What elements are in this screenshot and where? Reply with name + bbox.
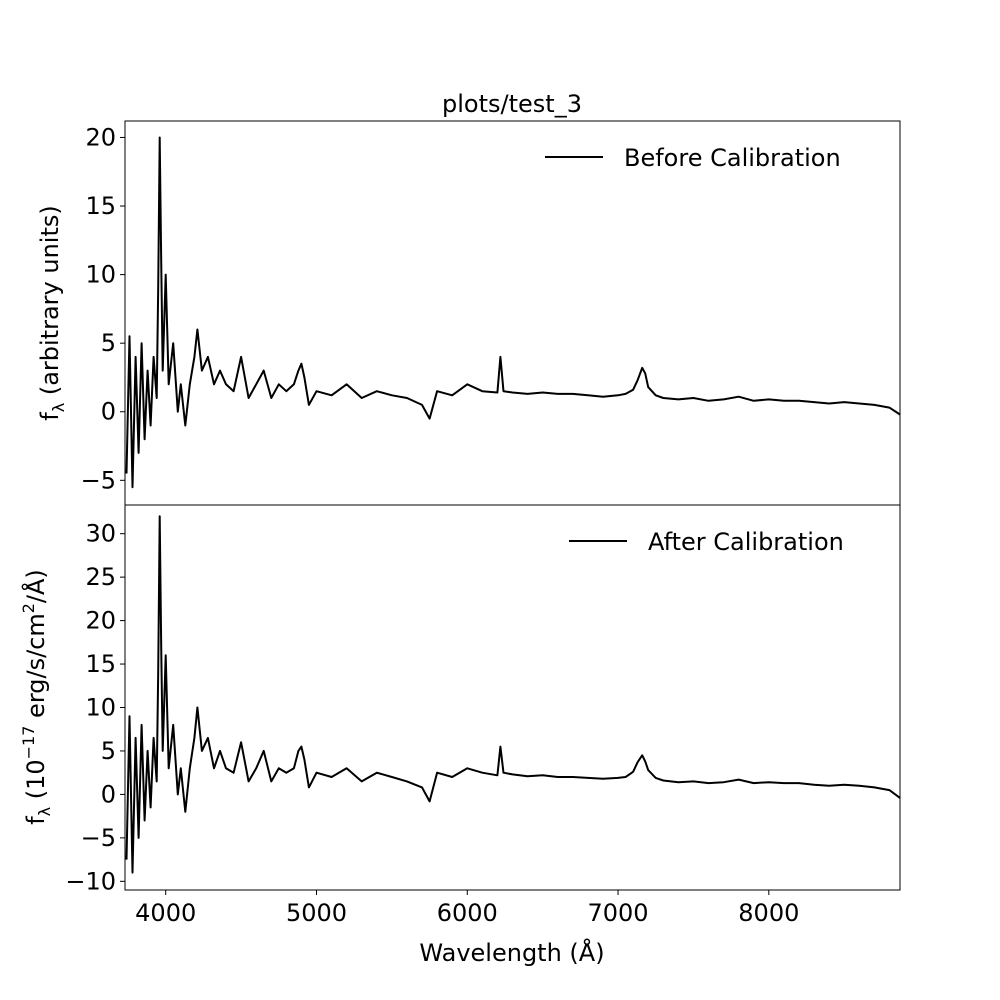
bottom-x-tick-label: 7000 — [588, 899, 649, 927]
bottom-y-tick-label: 20 — [85, 607, 116, 635]
bottom-y-tick-label: 0 — [101, 780, 116, 808]
top-series-layer — [125, 136, 901, 489]
top-y-ticks: −5 0 5 10 15 20 — [81, 123, 125, 494]
top-y-tick-label: 0 — [101, 398, 116, 426]
bottom-series-line-0 — [125, 515, 901, 874]
bottom-y-tick-label: 30 — [85, 520, 116, 548]
bottom-legend: After Calibration — [569, 528, 844, 556]
bottom-y-axis-label: fλ (10−17 erg/s/cm2/Å) — [19, 569, 54, 825]
bottom-y-tick-label: 10 — [85, 693, 116, 721]
bottom-y-tick-label: 5 — [101, 737, 116, 765]
top-y-axis-label: fλ (arbitrary units) — [36, 205, 68, 420]
top-y-tick-label: 10 — [85, 261, 116, 289]
bottom-x-tick-label: 8000 — [738, 899, 799, 927]
figure-title: plots/test_3 — [442, 90, 582, 118]
bottom-plot-frame — [124, 504, 901, 891]
bottom-series-layer — [125, 515, 901, 874]
x-axis-label: Wavelength (Å) — [419, 938, 604, 967]
bottom-x-tick-label: 6000 — [437, 899, 498, 927]
top-y-tick-label: 20 — [85, 123, 116, 151]
top-plot-frame — [124, 120, 901, 506]
top-series-line-0 — [125, 136, 901, 489]
bottom-y-ticks: −10 −5 0 5 10 15 20 25 30 — [65, 520, 125, 895]
bottom-y-tick-label: −10 — [65, 867, 116, 895]
panel-after-calibration: −10 −5 0 5 10 15 20 25 30 4000 5000 6000 7000 8000 f… — [19, 504, 901, 927]
bottom-x-ticks: 4000 5000 6000 7000 8000 — [135, 890, 799, 927]
top-y-tick-label: 15 — [85, 192, 116, 220]
top-legend: Before Calibration — [545, 144, 841, 172]
bottom-legend-label: After Calibration — [648, 528, 844, 556]
top-y-tick-label: −5 — [81, 466, 116, 494]
top-legend-label: Before Calibration — [624, 144, 841, 172]
panel-before-calibration: −5 0 5 10 15 20 fλ (arbitrary units) Before C… — [36, 120, 901, 506]
bottom-x-tick-label: 4000 — [135, 899, 196, 927]
bottom-y-tick-label: 15 — [85, 650, 116, 678]
top-y-tick-label: 5 — [101, 329, 116, 357]
bottom-y-tick-label: 25 — [85, 563, 116, 591]
bottom-x-tick-label: 5000 — [286, 899, 347, 927]
bottom-y-tick-label: −5 — [81, 824, 116, 852]
